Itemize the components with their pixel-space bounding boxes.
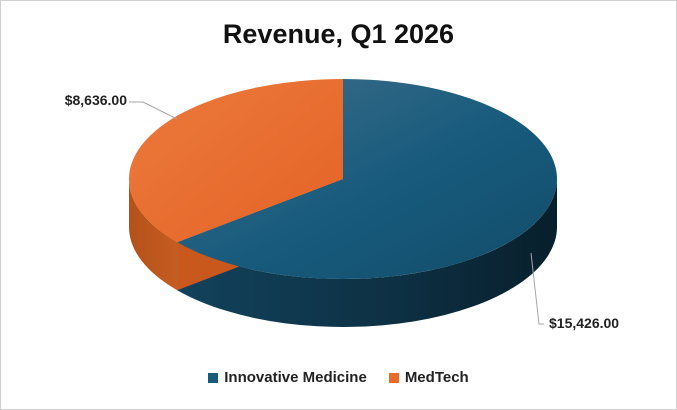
- data-label-innovative-medicine: $15,426.00: [549, 315, 619, 331]
- legend-label-innovative-medicine: Innovative Medicine: [224, 369, 367, 386]
- legend-item-innovative-medicine: Innovative Medicine: [208, 369, 367, 386]
- legend: Innovative Medicine MedTech: [1, 369, 676, 386]
- chart-title: Revenue, Q1 2026: [222, 19, 455, 49]
- pie-slice-innovative-medicine: [177, 79, 558, 279]
- legend-label-medtech: MedTech: [404, 369, 469, 386]
- pie-slice-medtech: [129, 79, 343, 243]
- legend-swatch-medtech: [388, 372, 399, 383]
- data-label-medtech: $8,636.00: [65, 92, 127, 108]
- legend-item-medtech: MedTech: [388, 369, 469, 386]
- pie-side-innovative-medicine: [177, 179, 557, 327]
- leader-line-medtech: [129, 101, 178, 120]
- pie-side-medtech: [129, 179, 178, 291]
- leader-line-innovative-medicine: [530, 252, 544, 325]
- legend-swatch-innovative-medicine: [208, 372, 219, 383]
